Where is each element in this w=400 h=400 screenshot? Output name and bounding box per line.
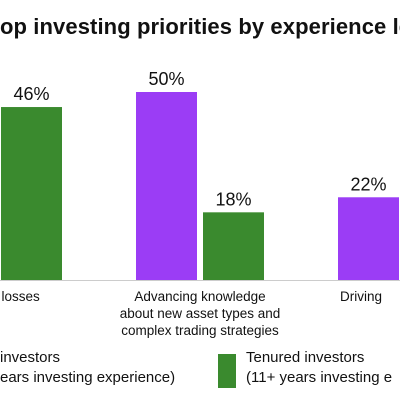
category-label-line: complex trading strategies	[121, 323, 279, 338]
legend-line: Tenured investors	[246, 349, 365, 366]
legend-line: investors	[0, 349, 61, 366]
bar-tenured-cat0	[1, 107, 62, 280]
chart-title: op investing priorities by experience le…	[0, 14, 400, 39]
category-label-line: Advancing knowledge	[134, 289, 266, 304]
bar-new-cat1	[136, 92, 197, 280]
legend-entry-new-investors: investors ears investing experience)	[0, 348, 175, 388]
category-label-1: Advancing knowledge about new asset type…	[112, 288, 288, 339]
category-label-line: Driving	[340, 289, 383, 304]
category-label-line: about new asset types and	[119, 306, 281, 321]
category-label-line: g losses	[0, 289, 40, 304]
category-label-0: g losses	[0, 288, 70, 305]
legend-swatch-tenured	[218, 354, 236, 388]
legend-line: (11+ years investing e	[246, 369, 393, 386]
bar-tenured-cat1	[203, 212, 264, 280]
category-label-2: Driving	[340, 288, 400, 305]
data-label-tenured-cat1: 18%	[215, 189, 251, 209]
legend-line: ears investing experience)	[0, 369, 176, 386]
bar-new-cat2	[338, 197, 399, 280]
data-label-new-cat1: 50%	[148, 69, 184, 89]
data-label-new-cat2: 22%	[350, 174, 386, 194]
legend-entry-tenured-investors: Tenured investors (11+ years investing e	[246, 348, 392, 388]
data-label-tenured-cat0: 46%	[13, 84, 49, 104]
